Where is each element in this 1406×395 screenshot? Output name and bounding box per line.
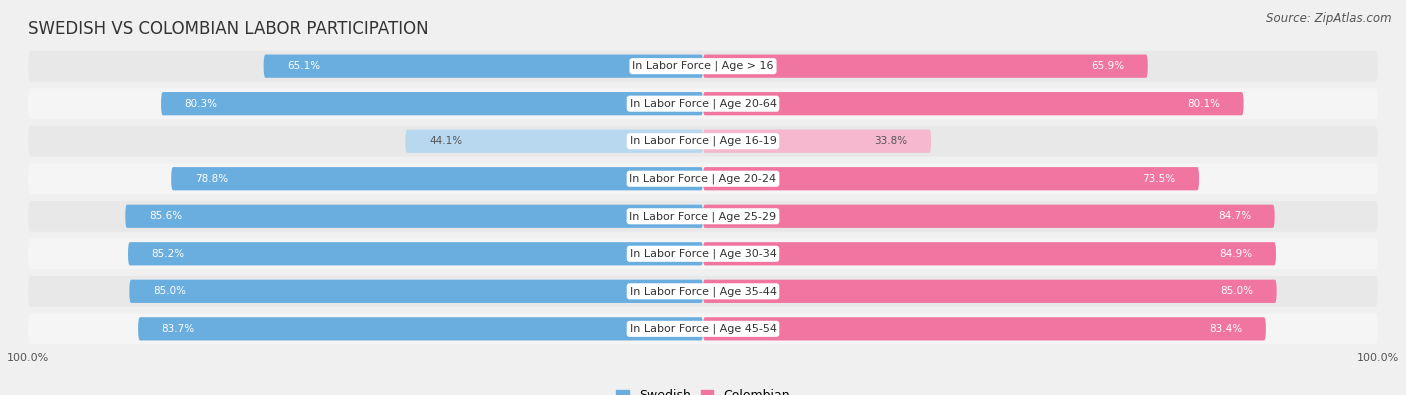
Text: In Labor Force | Age 16-19: In Labor Force | Age 16-19	[630, 136, 776, 147]
FancyBboxPatch shape	[28, 51, 1378, 81]
FancyBboxPatch shape	[703, 317, 1265, 340]
Text: In Labor Force | Age 45-54: In Labor Force | Age 45-54	[630, 324, 776, 334]
Text: 65.9%: 65.9%	[1091, 61, 1125, 71]
Text: 33.8%: 33.8%	[875, 136, 907, 146]
FancyBboxPatch shape	[125, 205, 703, 228]
Text: 78.8%: 78.8%	[195, 174, 228, 184]
Text: In Labor Force | Age 25-29: In Labor Force | Age 25-29	[630, 211, 776, 222]
Text: 85.0%: 85.0%	[1220, 286, 1253, 296]
Text: In Labor Force | Age 30-34: In Labor Force | Age 30-34	[630, 248, 776, 259]
FancyBboxPatch shape	[703, 205, 1275, 228]
Text: SWEDISH VS COLOMBIAN LABOR PARTICIPATION: SWEDISH VS COLOMBIAN LABOR PARTICIPATION	[28, 19, 429, 38]
FancyBboxPatch shape	[28, 164, 1378, 194]
FancyBboxPatch shape	[28, 276, 1378, 307]
FancyBboxPatch shape	[28, 88, 1378, 119]
FancyBboxPatch shape	[172, 167, 703, 190]
FancyBboxPatch shape	[703, 167, 1199, 190]
FancyBboxPatch shape	[28, 314, 1378, 344]
FancyBboxPatch shape	[405, 130, 703, 153]
Text: 44.1%: 44.1%	[429, 136, 463, 146]
FancyBboxPatch shape	[28, 201, 1378, 231]
FancyBboxPatch shape	[703, 92, 1243, 115]
Text: In Labor Force | Age > 16: In Labor Force | Age > 16	[633, 61, 773, 71]
Text: 85.2%: 85.2%	[152, 249, 184, 259]
FancyBboxPatch shape	[28, 239, 1378, 269]
FancyBboxPatch shape	[703, 130, 931, 153]
FancyBboxPatch shape	[28, 126, 1378, 156]
Text: 83.4%: 83.4%	[1209, 324, 1243, 334]
Text: 73.5%: 73.5%	[1142, 174, 1175, 184]
FancyBboxPatch shape	[138, 317, 703, 340]
Text: Source: ZipAtlas.com: Source: ZipAtlas.com	[1267, 12, 1392, 25]
Text: 65.1%: 65.1%	[287, 61, 321, 71]
Text: 85.6%: 85.6%	[149, 211, 181, 221]
FancyBboxPatch shape	[703, 55, 1147, 78]
Text: In Labor Force | Age 20-24: In Labor Force | Age 20-24	[630, 173, 776, 184]
FancyBboxPatch shape	[703, 280, 1277, 303]
Text: 84.7%: 84.7%	[1218, 211, 1251, 221]
FancyBboxPatch shape	[129, 280, 703, 303]
Legend: Swedish, Colombian: Swedish, Colombian	[612, 384, 794, 395]
FancyBboxPatch shape	[162, 92, 703, 115]
FancyBboxPatch shape	[128, 242, 703, 265]
FancyBboxPatch shape	[264, 55, 703, 78]
Text: 85.0%: 85.0%	[153, 286, 186, 296]
Text: 84.9%: 84.9%	[1219, 249, 1253, 259]
FancyBboxPatch shape	[703, 242, 1277, 265]
Text: 80.3%: 80.3%	[184, 99, 218, 109]
Text: 83.7%: 83.7%	[162, 324, 195, 334]
Text: In Labor Force | Age 20-64: In Labor Force | Age 20-64	[630, 98, 776, 109]
Text: 80.1%: 80.1%	[1187, 99, 1220, 109]
Text: In Labor Force | Age 35-44: In Labor Force | Age 35-44	[630, 286, 776, 297]
